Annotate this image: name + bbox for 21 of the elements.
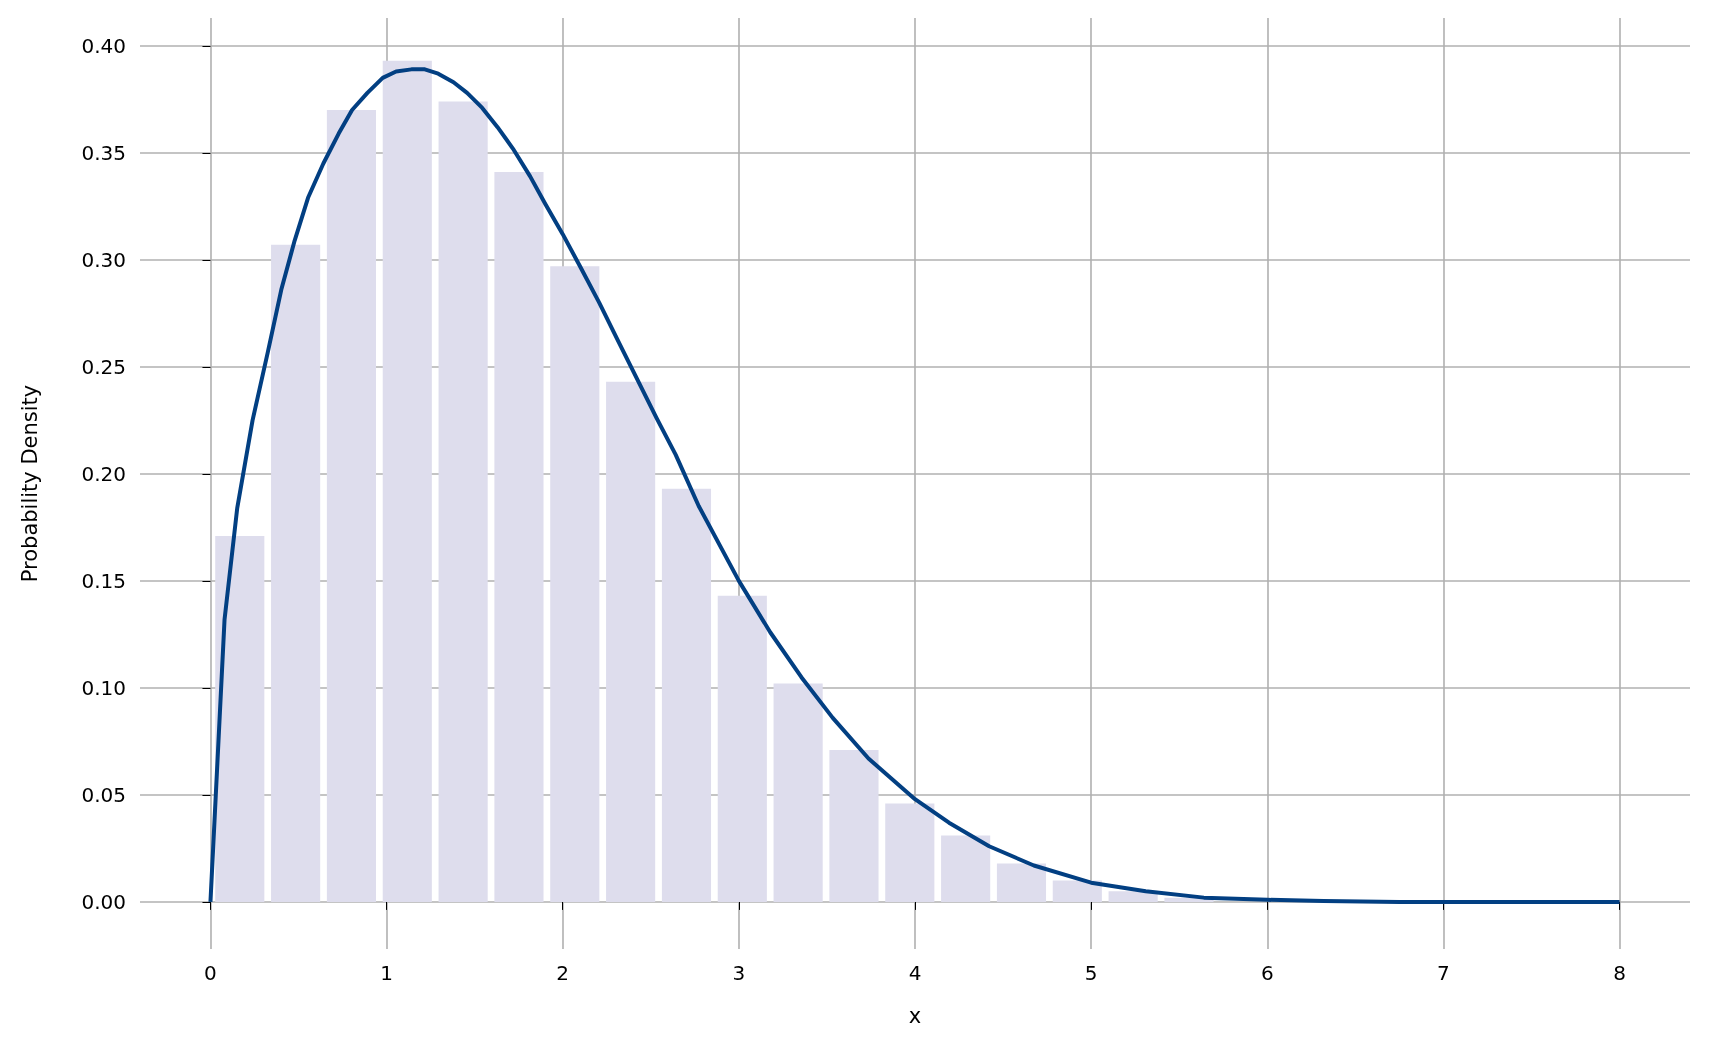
x-tick-label: 6 [1260, 961, 1274, 985]
y-tick-label: 0.20 [81, 461, 126, 486]
x-tick-label: 3 [732, 961, 746, 985]
line-series [208, 67, 1622, 904]
x-tick-label: 0 [204, 961, 217, 985]
y-tick-label: 0.05 [81, 782, 126, 807]
x-tick-label: 4 [908, 961, 922, 985]
x-tick-label: 2 [556, 961, 570, 985]
x-tick-label: 8 [1613, 961, 1626, 985]
y-axis-title: Probability Density [17, 384, 42, 583]
x-tick-label: 5 [1084, 961, 1098, 985]
x-axis-title: x [908, 1003, 922, 1028]
x-tick-label: 1 [380, 961, 393, 985]
y-tick-label: 0.25 [81, 354, 126, 379]
y-tick-label: 0.00 [81, 889, 126, 914]
y-tick-label: 0.10 [81, 675, 126, 700]
y-tick-label: 0.35 [81, 140, 126, 165]
x-tick-label: 7 [1437, 961, 1450, 985]
y-tick-label: 0.40 [81, 33, 126, 58]
y-tick-label: 0.15 [81, 568, 126, 593]
y-tick-label: 0.30 [81, 247, 126, 272]
